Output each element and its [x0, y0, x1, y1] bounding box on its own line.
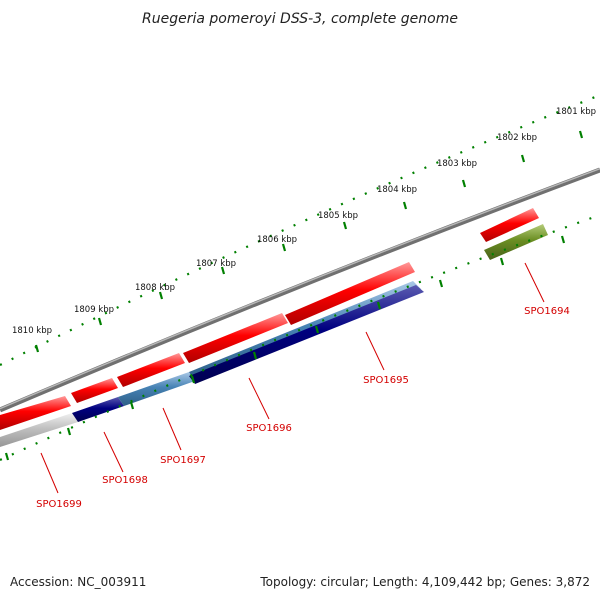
gene-arrow-SPO1695[interactable]: [189, 285, 424, 384]
map-title: Ruegeria pomeroyi DSS-3, complete genome: [142, 11, 458, 27]
gene-arrow-SPO1698[interactable]: [72, 397, 124, 422]
gene-label-SPO1699[interactable]: SPO1699: [36, 499, 82, 510]
ruler-label: 1803 kbp: [437, 159, 477, 169]
minus-strand-track: [0, 224, 548, 447]
accession-text: Accession: NC_003911: [10, 575, 146, 589]
gene-arrow-SPO1697[interactable]: [118, 372, 195, 406]
gene-label-SPO1695[interactable]: SPO1695: [363, 375, 409, 386]
gene-arrow-SPO1694[interactable]: [484, 224, 548, 260]
gene-arrow-SPO1699[interactable]: [0, 413, 78, 447]
gene-label-SPO1697[interactable]: SPO1697: [160, 455, 206, 466]
gene-label-SPO1696[interactable]: SPO1696: [246, 423, 292, 434]
ruler-label: 1804 kbp: [377, 185, 417, 195]
ruler-label: 1802 kbp: [497, 133, 537, 143]
gene-label-SPO1698[interactable]: SPO1698: [102, 475, 148, 486]
gene-arrow[interactable]: [480, 208, 539, 242]
genome-summary-text: Topology: circular; Length: 4,109,442 bp…: [259, 575, 590, 589]
inner-ruler-dots: [0, 213, 600, 462]
gene-label-SPO1694[interactable]: SPO1694: [524, 306, 570, 317]
ruler-label: 1807 kbp: [196, 259, 236, 269]
ruler-label: 1808 kbp: [135, 283, 175, 293]
gene-arrow[interactable]: [117, 353, 185, 387]
outer-major-ticks: [34, 130, 584, 353]
plus-strand-track: [0, 208, 539, 430]
gene-arrow[interactable]: [0, 396, 71, 430]
ruler-label: 1805 kbp: [318, 211, 358, 221]
ruler-label: 1801 kbp: [556, 107, 596, 117]
gene-arrow[interactable]: [285, 262, 415, 325]
ruler-label: 1809 kbp: [74, 305, 114, 315]
ruler-label: 1806 kbp: [257, 235, 297, 245]
outer-ruler-dots: [0, 93, 600, 366]
leader-lines: [40, 262, 545, 494]
genome-backbone: [0, 167, 600, 413]
gene-arrow[interactable]: [183, 313, 288, 363]
gene-arrow[interactable]: [71, 378, 118, 403]
ruler-label: 1810 kbp: [12, 326, 52, 336]
inner-major-ticks: [4, 235, 566, 461]
